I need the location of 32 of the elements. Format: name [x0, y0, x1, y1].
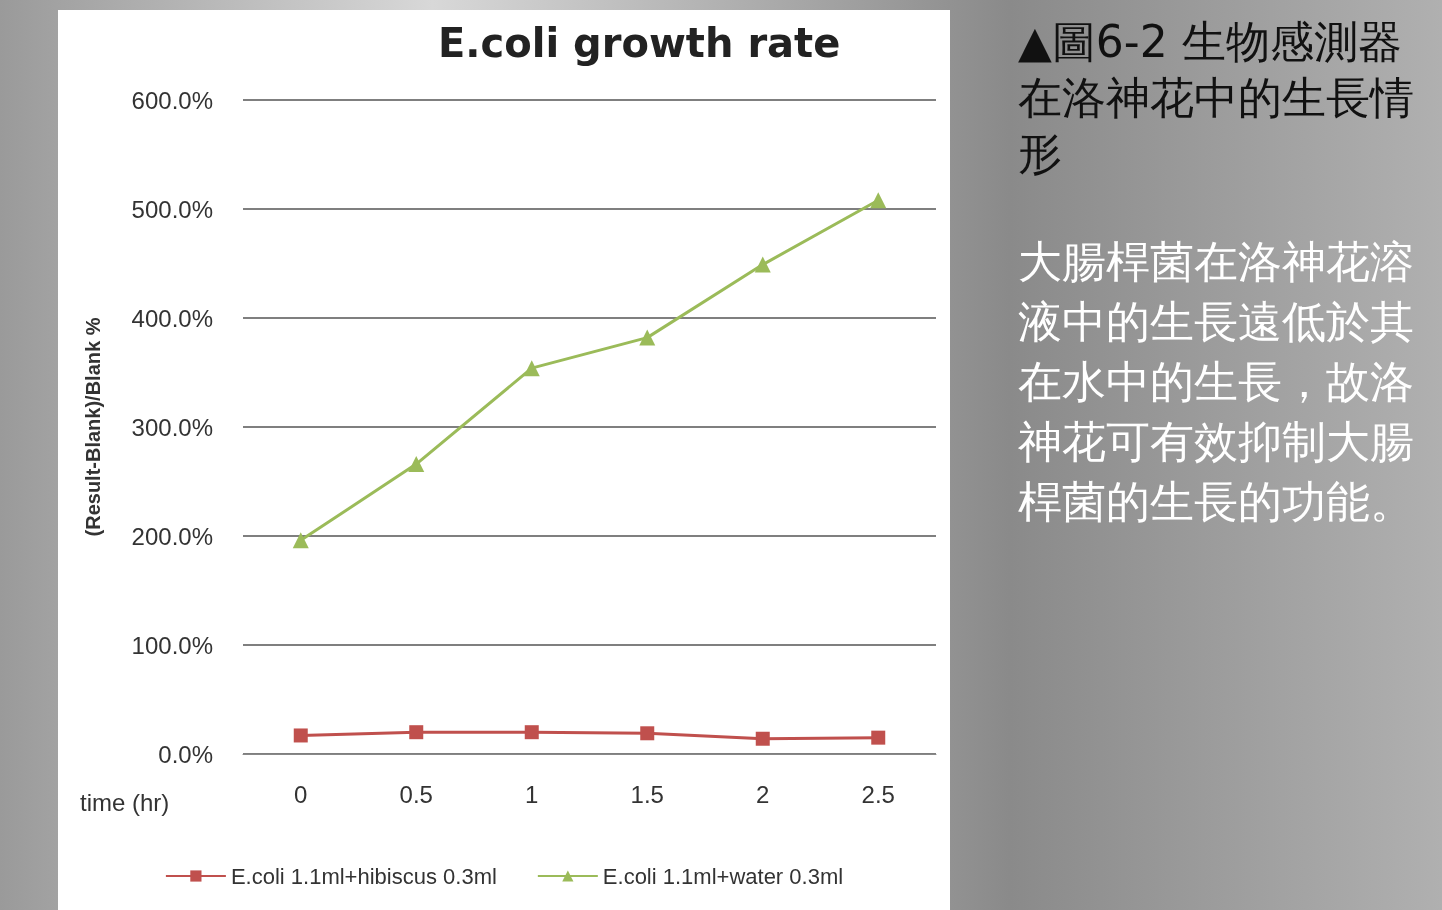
- point: [755, 731, 770, 746]
- point: [409, 725, 424, 740]
- y-axis-title: (Result-Blank)/Blank %: [82, 317, 104, 537]
- x-tick-label: 2: [756, 780, 770, 808]
- point: [408, 456, 425, 473]
- y-tick-label: 200.0%: [131, 522, 213, 550]
- point: [523, 360, 540, 377]
- y-tick-label: 0.0%: [158, 740, 213, 768]
- point: [640, 726, 655, 741]
- y-tick-label: 600.0%: [131, 86, 213, 114]
- point: [639, 329, 656, 346]
- text: 大腸桿菌在洛神花溶液中的生長遠低於其在水中的生長，故洛神花可有效抑制大腸桿菌的生長的功能。: [1018, 235, 1415, 529]
- x-tick-label: 1.5: [630, 780, 664, 808]
- legend-label: E.coli 1.1ml+water 0.3ml: [602, 863, 844, 889]
- x-tick-label: 2.5: [861, 780, 895, 808]
- point: [524, 725, 539, 740]
- x-tick-label: 0: [294, 780, 308, 808]
- point: [293, 728, 308, 743]
- point: [870, 192, 887, 209]
- x-tick-label: 1: [525, 780, 539, 808]
- y-tick-label: 100.0%: [131, 631, 213, 659]
- y-tick-label: 300.0%: [131, 413, 213, 441]
- x-axis-title: time (hr): [80, 788, 170, 816]
- chart-title: E.coli growth rate: [438, 20, 841, 66]
- y-tick-label: 400.0%: [131, 304, 213, 332]
- point: [754, 256, 771, 273]
- point: [292, 532, 309, 549]
- text: ▲圖6-2 生物感測器在洛神花中的生長情形: [1018, 15, 1415, 181]
- x-tick-label: 0.5: [399, 780, 433, 808]
- y-tick-label: 500.0%: [131, 195, 213, 223]
- legend-label: E.coli 1.1ml+hibiscus 0.3ml: [230, 863, 497, 889]
- point: [871, 730, 886, 745]
